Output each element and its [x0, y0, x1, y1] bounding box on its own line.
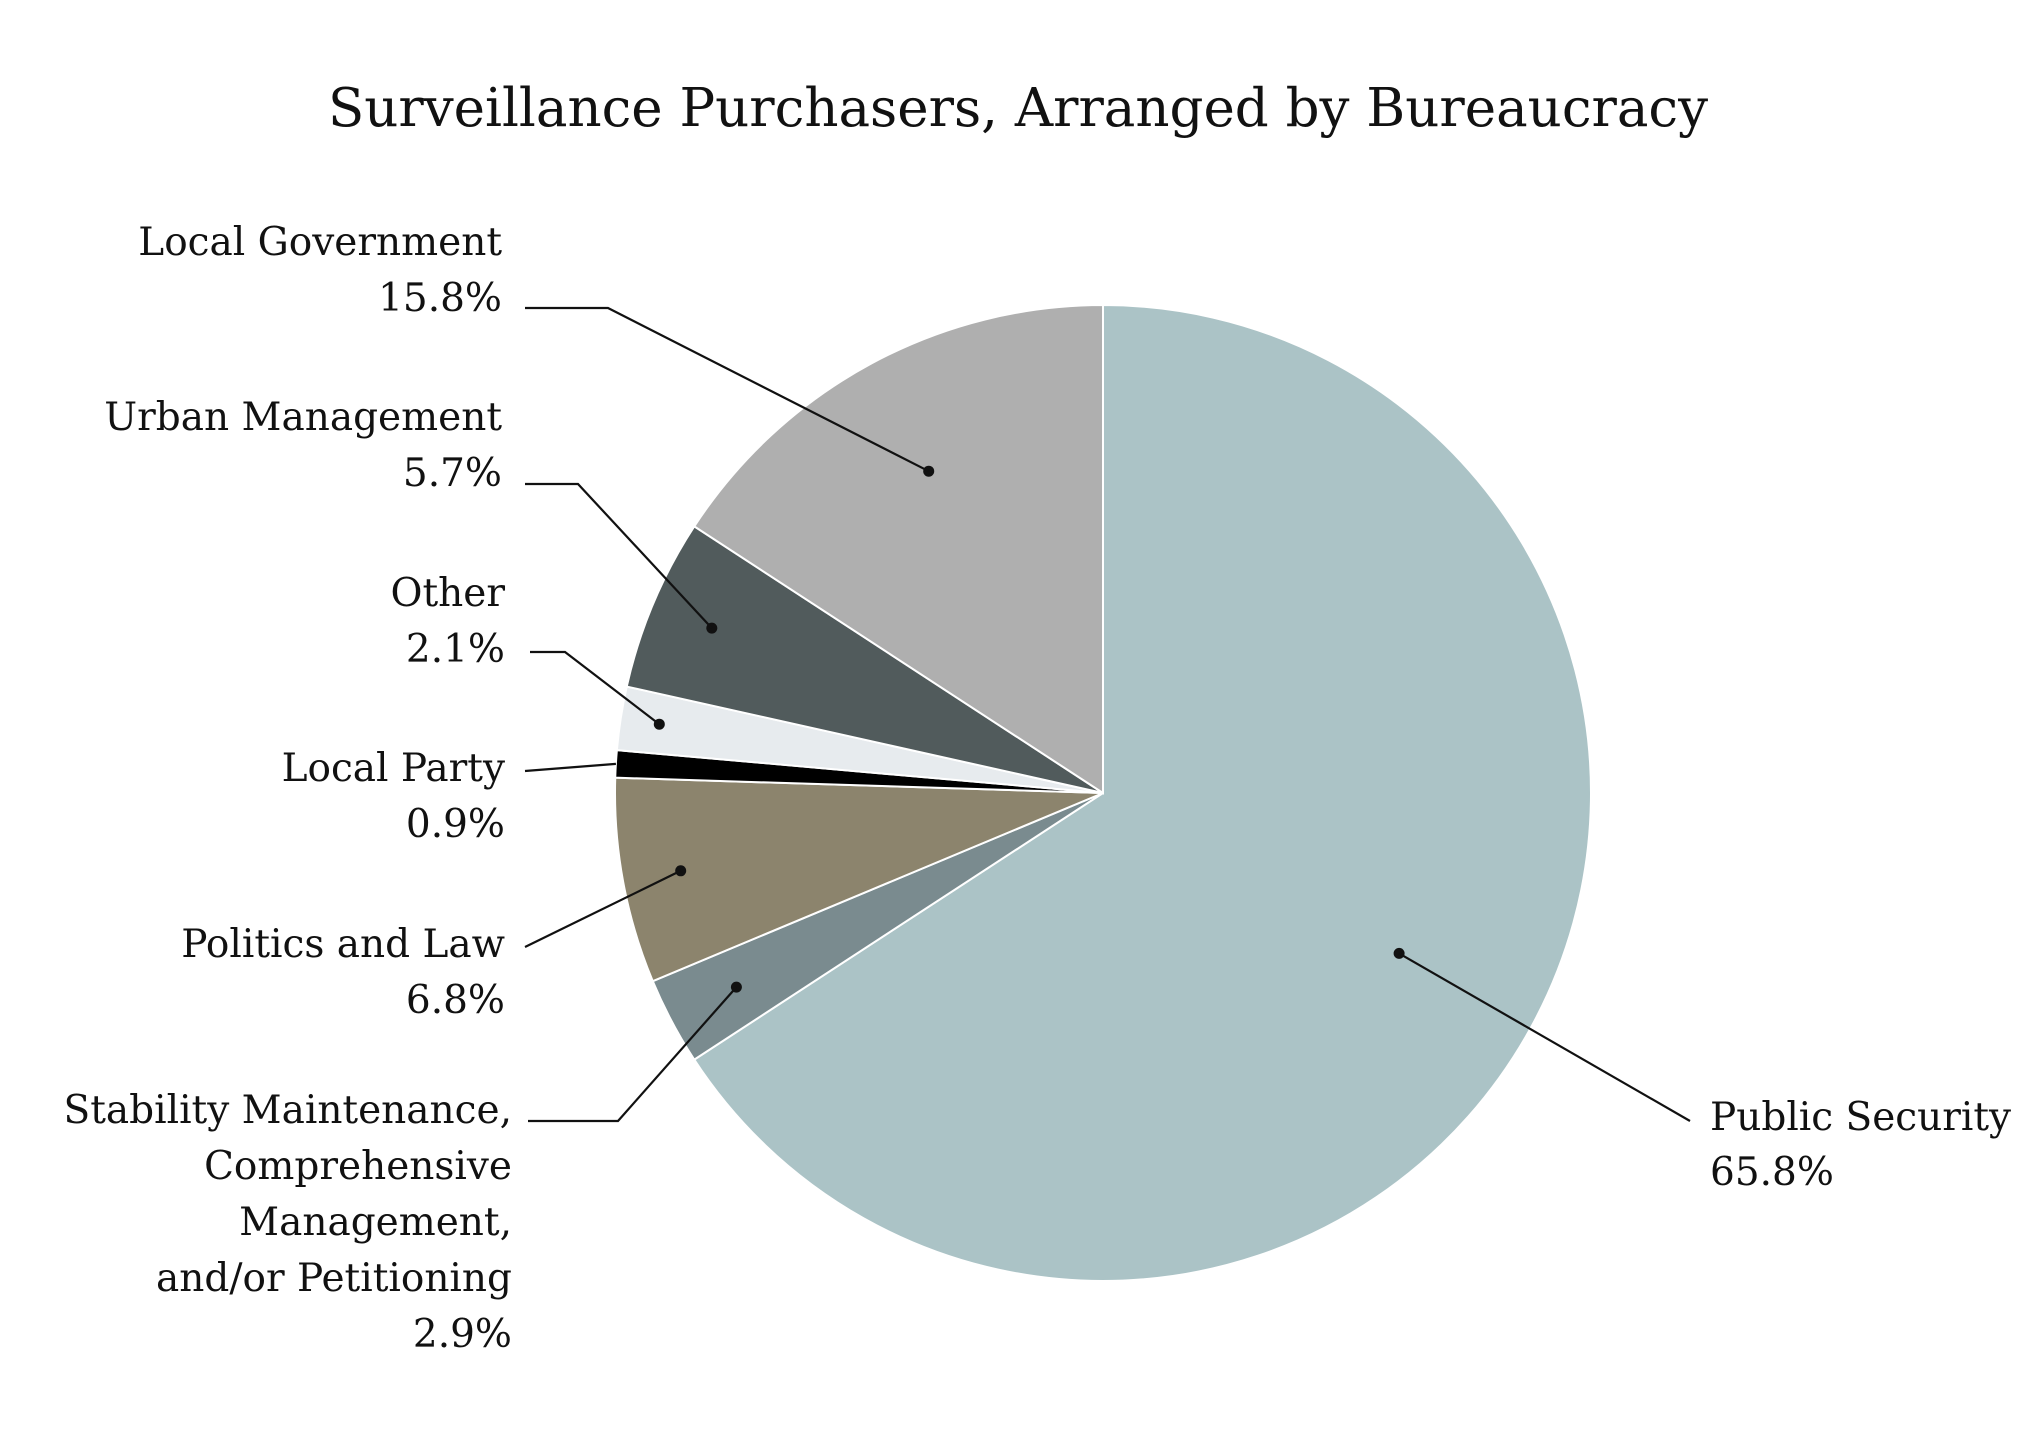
leader-line-stability-maintenance-comprehensive-management-and-or-petitioning [528, 986, 738, 1123]
slice-value-label: 0.9% [406, 802, 505, 847]
chart-title: Surveillance Purchasers, Arranged by Bur… [328, 78, 1708, 139]
slice-name-label: Management, [239, 1200, 512, 1245]
leader-lines [524, 306, 1691, 1123]
leader-line-local-party [524, 762, 616, 773]
slice-value-label: 2.9% [413, 1312, 512, 1357]
slice-name-label: Comprehensive [204, 1144, 512, 1189]
pie-slices [614, 303, 1592, 1282]
slice-local-government [692, 303, 1104, 795]
slice-name-label: Urban Management [104, 395, 502, 440]
slice-name-label: Stability Maintenance, [64, 1088, 512, 1133]
slice-name-label: Public Security [1710, 1095, 2011, 1140]
slice-value-label: 2.1% [406, 627, 505, 672]
leader-line-other [530, 650, 660, 726]
leader-line-urban-management [525, 482, 713, 629]
slice-value-label: 65.8% [1710, 1150, 1834, 1195]
leader-line-local-government [525, 306, 930, 473]
slice-urban-management [625, 524, 1104, 794]
slice-public-security [692, 303, 1592, 1282]
slice-value-label: 6.8% [406, 978, 505, 1023]
slice-name-label: Other [391, 571, 506, 616]
leader-line-public-security [1398, 952, 1691, 1122]
slice-name-label: and/or Petitioning [156, 1256, 512, 1301]
leader-line-politics-and-law [524, 869, 682, 948]
slice-name-label: Local Government [138, 220, 502, 265]
slice-labels: Public Security 65.8% Stability Maintenanc… [64, 220, 2012, 1357]
slice-name-label: Local Party [282, 746, 505, 791]
slice-politics-and-law [614, 776, 1104, 983]
slice-name-label: Politics and Law [181, 922, 505, 967]
slice-value-label: 5.7% [403, 451, 502, 496]
slice-value-label: 15.8% [378, 276, 502, 321]
